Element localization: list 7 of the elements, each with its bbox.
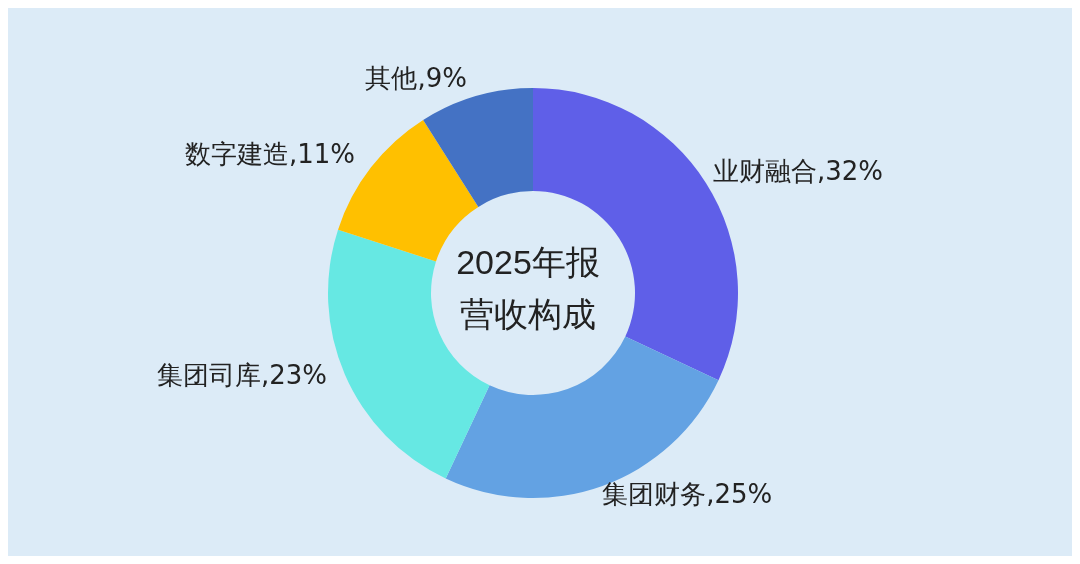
slice-label: 集团财务,25% bbox=[602, 479, 773, 510]
slice-label: 集团司库,23% bbox=[156, 359, 328, 390]
text: 2025年报营收构成 bbox=[455, 242, 601, 335]
slice-label: 业财融合,32% bbox=[712, 155, 883, 186]
slice-label: 其他,9% bbox=[365, 62, 467, 93]
slice-label: 数字建造,11% bbox=[184, 138, 355, 169]
donut-slice bbox=[423, 88, 533, 207]
